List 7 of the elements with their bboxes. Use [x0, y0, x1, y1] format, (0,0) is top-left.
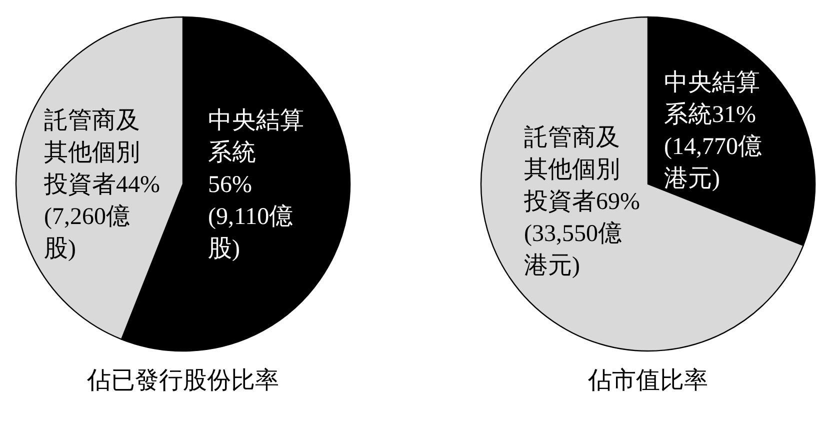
- slice-label: 中央結算系統: [208, 108, 304, 166]
- slice-label: 託管商及其他個別投資者44%(7,260億股): [43, 107, 160, 262]
- text: 佔市值比率: [587, 366, 708, 394]
- data-label: 56%(9,110億股): [208, 172, 294, 262]
- text: 佔已發行股份比率: [86, 366, 279, 394]
- slice-label: 託管商及其他個別投資者69%(33,550億港元): [523, 124, 640, 279]
- slice-label: 中央結算系統31%(14,770億港元): [664, 70, 762, 192]
